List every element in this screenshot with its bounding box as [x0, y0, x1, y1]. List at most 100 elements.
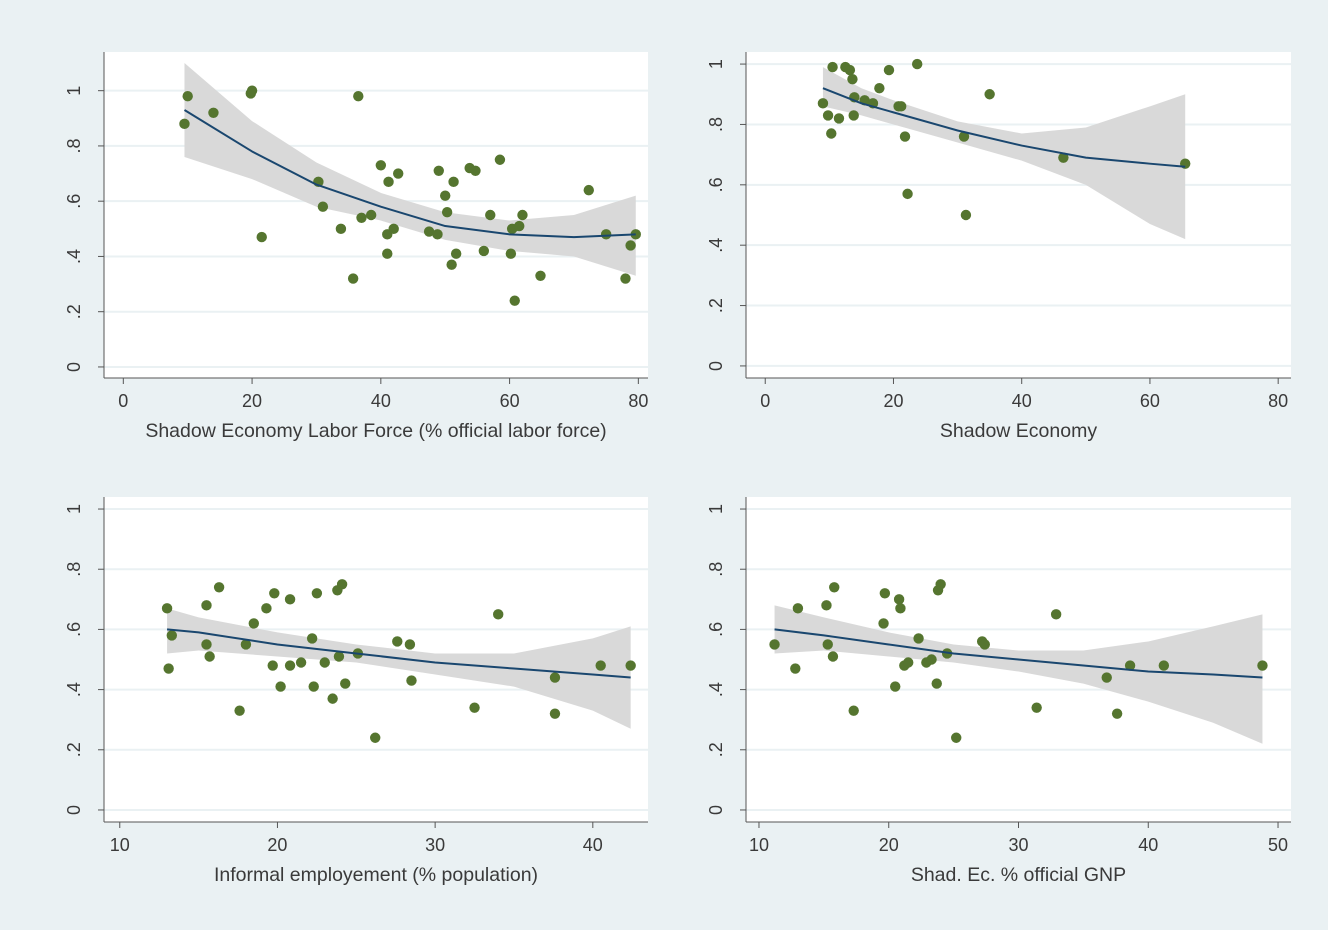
- data-point: [423, 226, 435, 237]
- data-point: [204, 651, 215, 662]
- data-point: [826, 128, 837, 139]
- data-point: [1050, 609, 1062, 620]
- data-point: [883, 64, 895, 76]
- data-point: [913, 633, 924, 644]
- data-point: [404, 639, 416, 650]
- data-point: [878, 618, 889, 629]
- data-point: [493, 609, 504, 620]
- data-point: [911, 58, 923, 70]
- y-tick-label: 0: [64, 805, 84, 815]
- data-point: [336, 579, 348, 590]
- x-axis-title: Shadow Economy Labor Force (% official l…: [145, 420, 606, 442]
- data-point: [208, 107, 219, 118]
- data-point: [874, 83, 885, 94]
- data-point: [441, 207, 453, 218]
- x-tick-label: 40: [371, 391, 391, 411]
- data-point: [356, 212, 367, 223]
- data-point: [275, 681, 286, 692]
- data-point: [769, 639, 780, 650]
- data-point: [549, 708, 561, 719]
- confidence-band: [822, 67, 1186, 240]
- data-point: [248, 618, 259, 629]
- data-point: [365, 209, 377, 221]
- data-point: [960, 209, 972, 221]
- y-tick-label: .2: [64, 742, 84, 757]
- data-point: [931, 678, 942, 689]
- x-tick-label: 60: [1140, 391, 1160, 411]
- data-point: [926, 654, 937, 665]
- x-axis-title: Informal employement (% population): [214, 864, 538, 886]
- data-point: [1257, 660, 1268, 671]
- y-tick-label: .6: [706, 177, 726, 192]
- data-point: [182, 91, 193, 102]
- data-point: [549, 672, 561, 683]
- data-point: [625, 240, 636, 251]
- y-tick-label: .4: [64, 249, 84, 264]
- data-point: [306, 633, 318, 644]
- data-point: [347, 273, 359, 284]
- data-point: [821, 600, 832, 611]
- x-tick-label: 60: [500, 391, 520, 411]
- data-point: [595, 660, 606, 671]
- data-point: [284, 660, 296, 671]
- data-point: [234, 705, 245, 716]
- data-point: [267, 660, 278, 671]
- y-tick-label: .2: [706, 742, 726, 757]
- data-point: [827, 651, 839, 662]
- x-axis-title: Shad. Ec. % official GNP: [911, 864, 1126, 886]
- data-point: [879, 588, 891, 599]
- x-tick-label: 30: [1008, 835, 1028, 855]
- data-point: [494, 154, 506, 165]
- data-point: [469, 702, 480, 713]
- data-point: [833, 113, 845, 124]
- data-point: [269, 588, 280, 599]
- data-point: [625, 660, 636, 671]
- data-point: [370, 732, 381, 743]
- data-point: [432, 229, 443, 240]
- data-point: [485, 209, 496, 221]
- data-point: [984, 89, 995, 100]
- data-point: [583, 184, 594, 196]
- data-point: [505, 248, 517, 259]
- data-point: [895, 101, 907, 112]
- data-point: [166, 630, 178, 641]
- data-point: [261, 603, 272, 614]
- data-point: [1031, 702, 1042, 713]
- data-point: [817, 98, 829, 109]
- y-tick-label: .8: [64, 138, 84, 153]
- y-tick-label: 1: [64, 504, 84, 514]
- data-point: [1101, 672, 1112, 683]
- x-tick-label: 0: [760, 391, 770, 411]
- data-point: [392, 636, 403, 647]
- x-tick-label: 40: [583, 835, 603, 855]
- data-point: [201, 639, 212, 650]
- y-tick-label: 0: [64, 362, 84, 372]
- data-point: [1111, 708, 1123, 719]
- chart-panel: 0 .2 .4 .6 .8 1 10 20 30 40 Informal employement (…: [64, 497, 648, 886]
- y-tick-label: .4: [706, 682, 726, 697]
- data-point: [448, 176, 459, 188]
- y-tick-label: .8: [706, 562, 726, 577]
- x-tick-label: 80: [1268, 391, 1288, 411]
- data-point: [844, 64, 856, 76]
- data-point: [902, 188, 913, 200]
- data-point: [903, 657, 914, 668]
- chart-panel: 0 .2 .4 .6 .8 1 0 20 40 60 80 Shadow Economy: [706, 52, 1291, 442]
- data-point: [1124, 660, 1136, 671]
- data-point: [433, 165, 444, 176]
- chart-panel: 0 .2 .4 .6 .8 1 10 20 30 40 50 Shad. Ec. % official…: [706, 497, 1291, 886]
- data-point: [1158, 660, 1170, 671]
- data-point: [284, 594, 296, 605]
- y-tick-label: 1: [706, 59, 726, 69]
- data-point: [335, 223, 347, 235]
- data-point: [319, 657, 330, 668]
- data-point: [179, 118, 190, 130]
- data-point: [517, 209, 528, 221]
- x-tick-label: 80: [628, 391, 648, 411]
- data-point: [246, 85, 258, 96]
- y-tick-label: 0: [706, 361, 726, 371]
- data-point: [327, 693, 338, 704]
- data-point: [478, 245, 490, 257]
- data-point: [951, 732, 962, 743]
- data-point: [899, 131, 911, 142]
